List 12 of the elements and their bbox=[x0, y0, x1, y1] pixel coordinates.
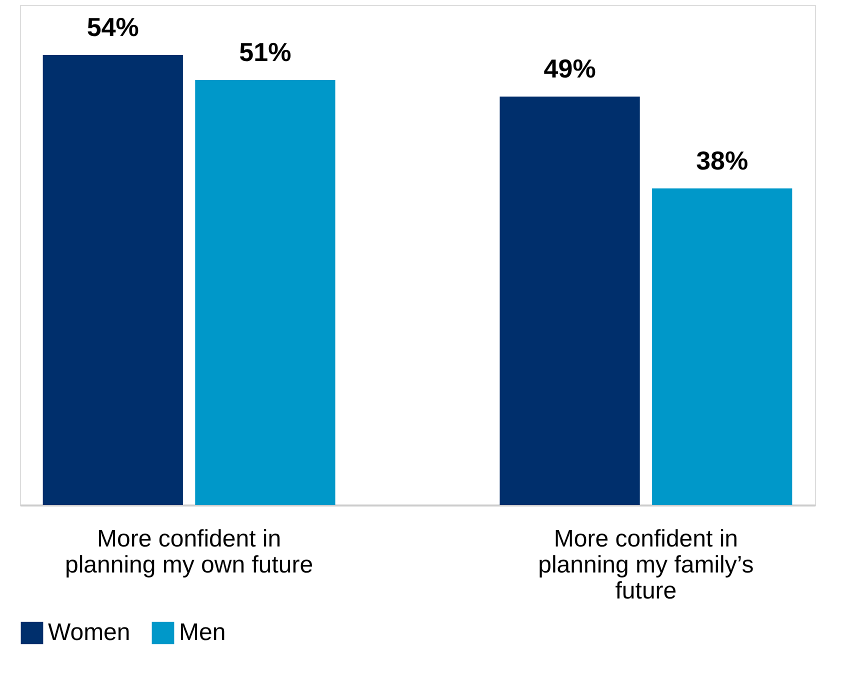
data-label: 54% bbox=[86, 12, 139, 42]
data-label: 38% bbox=[696, 145, 748, 176]
x-tick-label: More confident in planning my own future bbox=[64, 526, 314, 578]
legend-label: Women bbox=[48, 619, 130, 646]
bar bbox=[652, 188, 792, 505]
bar bbox=[42, 55, 183, 505]
bar bbox=[195, 80, 336, 505]
x-tick-label: More confident in planning my family’s future bbox=[538, 526, 754, 604]
bar bbox=[500, 96, 640, 505]
data-label: 51% bbox=[239, 37, 292, 67]
legend-label: Men bbox=[179, 619, 226, 646]
data-label: 49% bbox=[544, 54, 596, 84]
